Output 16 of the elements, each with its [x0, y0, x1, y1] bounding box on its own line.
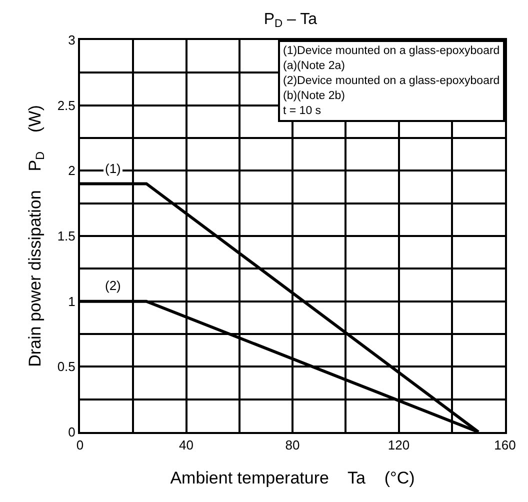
x-axis-title: Ambient temperature Ta (°C) — [170, 468, 415, 488]
y-tick-label: 0 — [68, 424, 76, 440]
y-tick-label: 0.5 — [57, 359, 76, 374]
y-tick-label: 1.5 — [57, 228, 76, 244]
y-tick-label: 2.5 — [57, 98, 76, 113]
x-tick-label: 80 — [285, 438, 300, 453]
y-tick-label: 1 — [68, 294, 76, 309]
x-tick-label: 40 — [179, 438, 194, 453]
y-tick-label: 3 — [68, 32, 76, 48]
x-tick-label: 160 — [494, 438, 516, 453]
y-tick-label: 2 — [68, 163, 76, 178]
chart-title: P$_{D}$ – Ta — [264, 10, 318, 30]
x-tick-label: 120 — [388, 438, 410, 453]
annotation: (1)Device mounted on a glass-epoxyboard (a)(Note 2a) (2)Device mounted on a glass-epoxyboard (b)(Note 2b) t = 10 s — [283, 45, 500, 117]
series-label: (1) — [105, 161, 121, 176]
series-label: (2) — [105, 278, 121, 293]
